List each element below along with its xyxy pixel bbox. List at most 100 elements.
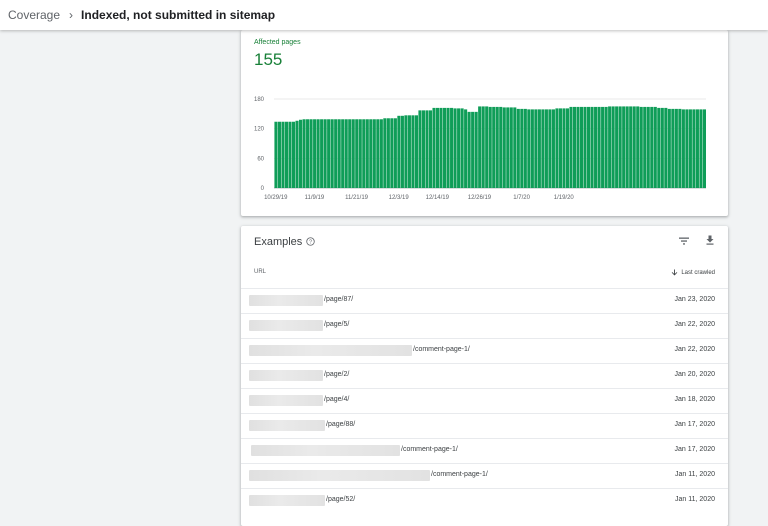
chart-bar[interactable] <box>523 108 527 188</box>
table-row[interactable]: /comment-page-1/ Jan 17, 2020 <box>241 438 728 463</box>
chart-bar[interactable] <box>520 108 524 188</box>
chart-bar[interactable] <box>509 107 513 188</box>
chart-bar[interactable] <box>671 108 675 188</box>
chart-bar[interactable] <box>457 108 461 188</box>
chart-bar[interactable] <box>464 109 468 188</box>
chart-bar[interactable] <box>425 110 429 188</box>
chart-bar[interactable] <box>615 106 619 188</box>
chart-bar[interactable] <box>432 107 436 188</box>
chart-bar[interactable] <box>572 106 577 188</box>
chart-bar[interactable] <box>541 109 545 188</box>
chart-bar[interactable] <box>657 107 661 188</box>
chart-bar[interactable] <box>478 106 482 188</box>
chart-bar[interactable] <box>453 108 457 188</box>
table-row[interactable]: /comment-page-1/ Jan 11, 2020 <box>241 463 728 488</box>
table-row[interactable]: /page/4/ Jan 18, 2020 <box>241 388 728 413</box>
chart-bar[interactable] <box>284 121 289 188</box>
chart-bar[interactable] <box>587 106 591 188</box>
chart-bar[interactable] <box>506 107 510 188</box>
chart-bar[interactable] <box>674 108 678 188</box>
chart-bar[interactable] <box>695 109 699 188</box>
chart-bar[interactable] <box>341 119 345 188</box>
chart-bar[interactable] <box>664 107 668 188</box>
chart-bar[interactable] <box>639 106 643 188</box>
chart-bar[interactable] <box>618 106 622 188</box>
help-circle-icon[interactable]: ? <box>306 237 315 246</box>
chart-bar[interactable] <box>681 109 685 188</box>
chart-bar[interactable] <box>372 119 376 188</box>
chart-bar[interactable] <box>678 108 682 188</box>
chart-bar[interactable] <box>481 106 485 188</box>
chart-bar[interactable] <box>306 119 310 188</box>
chart-bar[interactable] <box>597 106 601 188</box>
chart-bar[interactable] <box>376 119 380 188</box>
chart-bar[interactable] <box>544 109 548 188</box>
chart-bar[interactable] <box>435 107 440 188</box>
chart-bar[interactable] <box>418 110 422 188</box>
chart-bar[interactable] <box>323 119 327 188</box>
chart-bar[interactable] <box>369 119 373 188</box>
chart-bar[interactable] <box>527 109 531 188</box>
chart-bar[interactable] <box>358 119 362 188</box>
chart-bar[interactable] <box>569 106 573 188</box>
chart-bar[interactable] <box>702 109 706 188</box>
chart-bar[interactable] <box>562 108 566 188</box>
chart-bar[interactable] <box>688 109 692 188</box>
chart-bar[interactable] <box>530 109 534 188</box>
chart-bar[interactable] <box>344 119 348 188</box>
chart-bar[interactable] <box>667 108 671 188</box>
chart-bar[interactable] <box>320 119 324 188</box>
chart-bar[interactable] <box>625 106 629 188</box>
chart-bar[interactable] <box>393 118 397 188</box>
chart-bar[interactable] <box>692 109 696 188</box>
chart-bar[interactable] <box>516 108 520 188</box>
chart-bar[interactable] <box>513 107 517 188</box>
chart-bar[interactable] <box>495 106 499 188</box>
chart-bar[interactable] <box>446 107 450 188</box>
chart-bar[interactable] <box>299 119 303 188</box>
chart-bar[interactable] <box>397 115 401 188</box>
chart-bar[interactable] <box>421 110 426 188</box>
chart-bar[interactable] <box>629 106 633 188</box>
chart-bar[interactable] <box>699 109 703 188</box>
chart-bar[interactable] <box>404 115 408 188</box>
chart-bar[interactable] <box>407 115 411 188</box>
table-row[interactable]: /page/5/ Jan 22, 2020 <box>241 313 728 338</box>
chart-bar[interactable] <box>313 119 317 188</box>
chart-bar[interactable] <box>411 115 415 188</box>
chart-bar[interactable] <box>274 121 278 188</box>
chart-bar[interactable] <box>583 106 587 188</box>
chart-bar[interactable] <box>499 106 503 188</box>
chart-bar[interactable] <box>643 106 647 188</box>
chart-bar[interactable] <box>551 109 555 188</box>
chart-bar[interactable] <box>281 121 285 188</box>
chart-bar[interactable] <box>295 120 299 188</box>
affected-pages-chart[interactable]: 0 60 120 180 10/29/19 11/9/19 11/21/19 12/3/19 1… <box>241 30 728 216</box>
chart-bar[interactable] <box>450 107 454 188</box>
table-row[interactable]: /page/2/ Jan 20, 2020 <box>241 363 728 388</box>
chart-bar[interactable] <box>379 119 383 188</box>
table-row[interactable]: /comment-page-1/ Jan 22, 2020 <box>241 338 728 363</box>
chart-bar[interactable] <box>330 119 334 188</box>
chart-bar[interactable] <box>337 119 341 188</box>
breadcrumb-coverage-link[interactable]: Coverage <box>8 8 61 22</box>
chart-bar[interactable] <box>386 118 390 188</box>
last-crawled-sort-header[interactable]: Last crawled <box>671 269 715 276</box>
chart-bar[interactable] <box>428 110 433 188</box>
chart-bar[interactable] <box>348 119 352 188</box>
chart-bar[interactable] <box>555 108 559 188</box>
chart-bar[interactable] <box>492 106 496 188</box>
chart-bar[interactable] <box>443 107 447 188</box>
chart-bar[interactable] <box>579 106 584 188</box>
chart-bar[interactable] <box>460 108 464 188</box>
chart-bar[interactable] <box>485 106 489 188</box>
chart-bar[interactable] <box>439 107 443 188</box>
chart-bar[interactable] <box>534 109 538 188</box>
chart-bar[interactable] <box>685 109 689 188</box>
chart-bar[interactable] <box>558 108 562 188</box>
chart-bar[interactable] <box>365 119 369 188</box>
chart-bar[interactable] <box>327 119 331 188</box>
chart-bar[interactable] <box>474 111 478 188</box>
chart-bar[interactable] <box>594 106 598 188</box>
chart-bar[interactable] <box>414 115 418 188</box>
